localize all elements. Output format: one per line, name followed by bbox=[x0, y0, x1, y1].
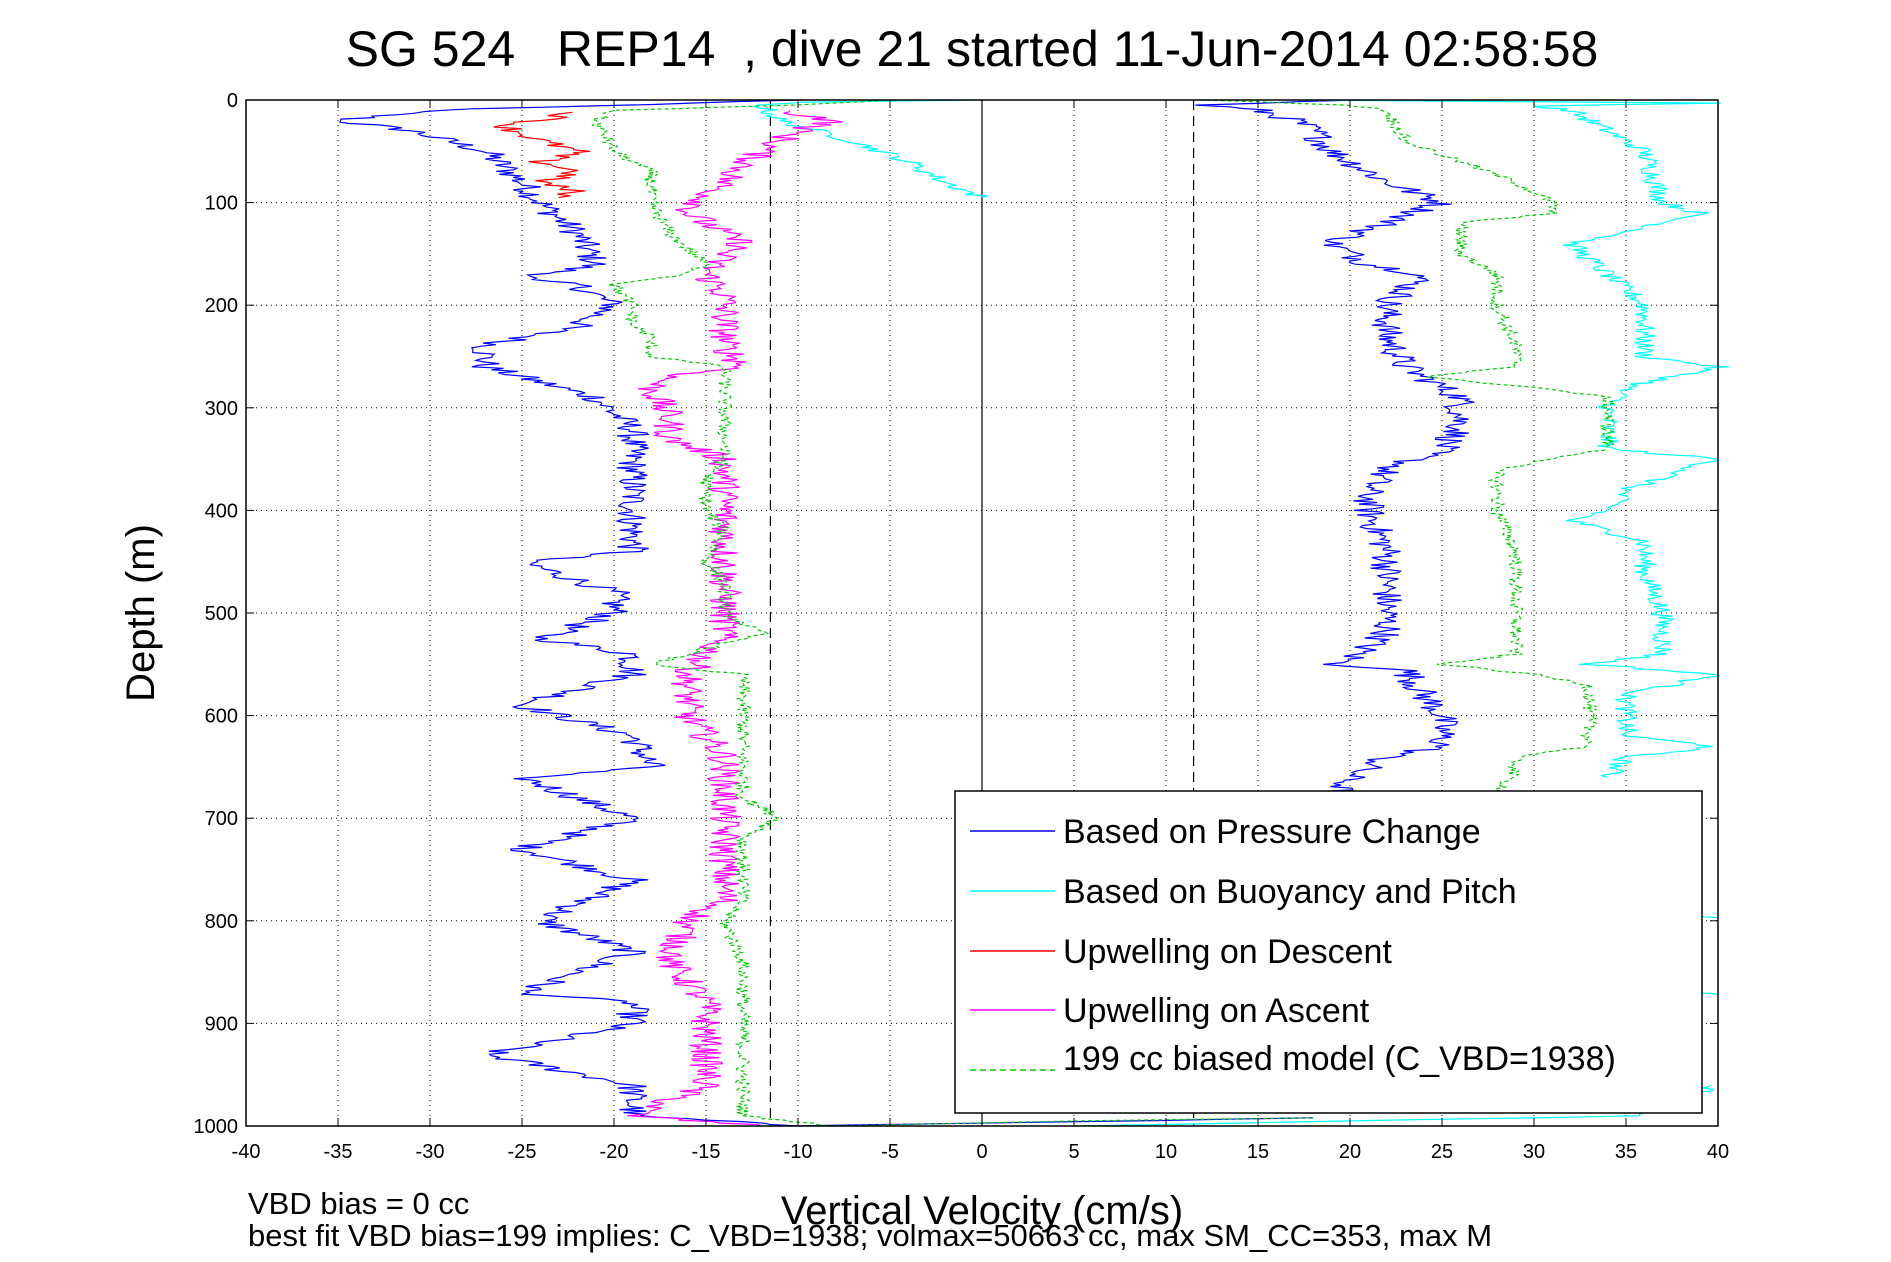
series-1 bbox=[338, 99, 1475, 1127]
x-tick-label: -15 bbox=[692, 1141, 721, 1163]
legend-label-pressure: Based on Pressure Change bbox=[1063, 813, 1481, 851]
x-tick-label: 20 bbox=[1339, 1141, 1361, 1163]
x-tick-label: 0 bbox=[976, 1141, 987, 1163]
y-tick-label: 1000 bbox=[194, 1116, 239, 1138]
y-tick-label: 900 bbox=[205, 1013, 238, 1035]
x-tick-label: 35 bbox=[1615, 1141, 1637, 1163]
chart-title: SG 524 REP14 , dive 21 started 11-Jun-20… bbox=[346, 21, 1599, 77]
x-tick-label: -30 bbox=[416, 1141, 445, 1163]
x-tick-label: -25 bbox=[508, 1141, 537, 1163]
legend-label-biased-model: 199 cc biased model (C_VBD=1938) bbox=[1063, 1040, 1616, 1078]
x-tick-label: 40 bbox=[1707, 1141, 1729, 1163]
best-fit-annotation: best fit VBD bias=199 implies: C_VBD=193… bbox=[248, 1218, 1492, 1253]
legend-label-buoyancy: Based on Buoyancy and Pitch bbox=[1063, 873, 1517, 911]
x-tick-label: 30 bbox=[1523, 1141, 1545, 1163]
series-4 bbox=[627, 110, 843, 1127]
x-axis-label: Vertical Velocity (cm/s) bbox=[781, 1189, 1183, 1233]
x-tick-label: -5 bbox=[881, 1141, 899, 1163]
y-axis-ticks: 0 100 200 300 400 500 600 700 800 900 1000 bbox=[194, 90, 1718, 1138]
series-line bbox=[752, 99, 988, 199]
legend-label-upwelling-ascent: Upwelling on Ascent bbox=[1063, 992, 1370, 1030]
y-tick-label: 500 bbox=[205, 603, 238, 625]
y-tick-label: 100 bbox=[205, 193, 238, 215]
y-tick-label: 0 bbox=[227, 90, 238, 112]
series-line bbox=[493, 111, 591, 199]
x-tick-label: -40 bbox=[232, 1141, 261, 1163]
series-line bbox=[1199, 99, 1617, 799]
series-line bbox=[829, 1117, 1314, 1127]
y-tick-label: 600 bbox=[205, 706, 238, 728]
series-line bbox=[789, 1117, 1314, 1127]
series-line bbox=[1301, 99, 1730, 778]
series-line bbox=[590, 99, 886, 1127]
y-tick-label: 200 bbox=[205, 295, 238, 317]
x-tick-label: -10 bbox=[784, 1141, 813, 1163]
x-axis-ticks: -40 -35 -30 -25 -20 -15 -10 -5 0 5 10 15 20 25 30 35 40 bbox=[232, 100, 1729, 1163]
x-tick-label: 10 bbox=[1155, 1141, 1177, 1163]
y-axis-label: Depth (m) bbox=[119, 524, 163, 702]
legend-box bbox=[954, 790, 1703, 1114]
vbd-bias-annotation: VBD bias = 0 cc bbox=[248, 1186, 469, 1221]
x-tick-label: -20 bbox=[600, 1141, 629, 1163]
x-tick-label: 25 bbox=[1431, 1141, 1453, 1163]
legend-label-upwelling-descent: Upwelling on Descent bbox=[1063, 933, 1392, 971]
x-tick-label: 5 bbox=[1068, 1141, 1079, 1163]
series-line bbox=[627, 110, 843, 1127]
y-tick-label: 300 bbox=[205, 398, 238, 420]
legend: Based on Pressure Change Based on Buoyan… bbox=[954, 790, 1703, 1114]
series-3 bbox=[493, 111, 591, 199]
series-line bbox=[1195, 99, 1475, 799]
y-tick-label: 800 bbox=[205, 911, 238, 933]
series-line bbox=[338, 99, 804, 1127]
series-5 bbox=[590, 99, 1617, 1127]
y-tick-label: 400 bbox=[205, 500, 238, 522]
x-tick-label: 15 bbox=[1247, 1141, 1269, 1163]
x-tick-label: -35 bbox=[324, 1141, 353, 1163]
y-tick-label: 700 bbox=[205, 808, 238, 830]
